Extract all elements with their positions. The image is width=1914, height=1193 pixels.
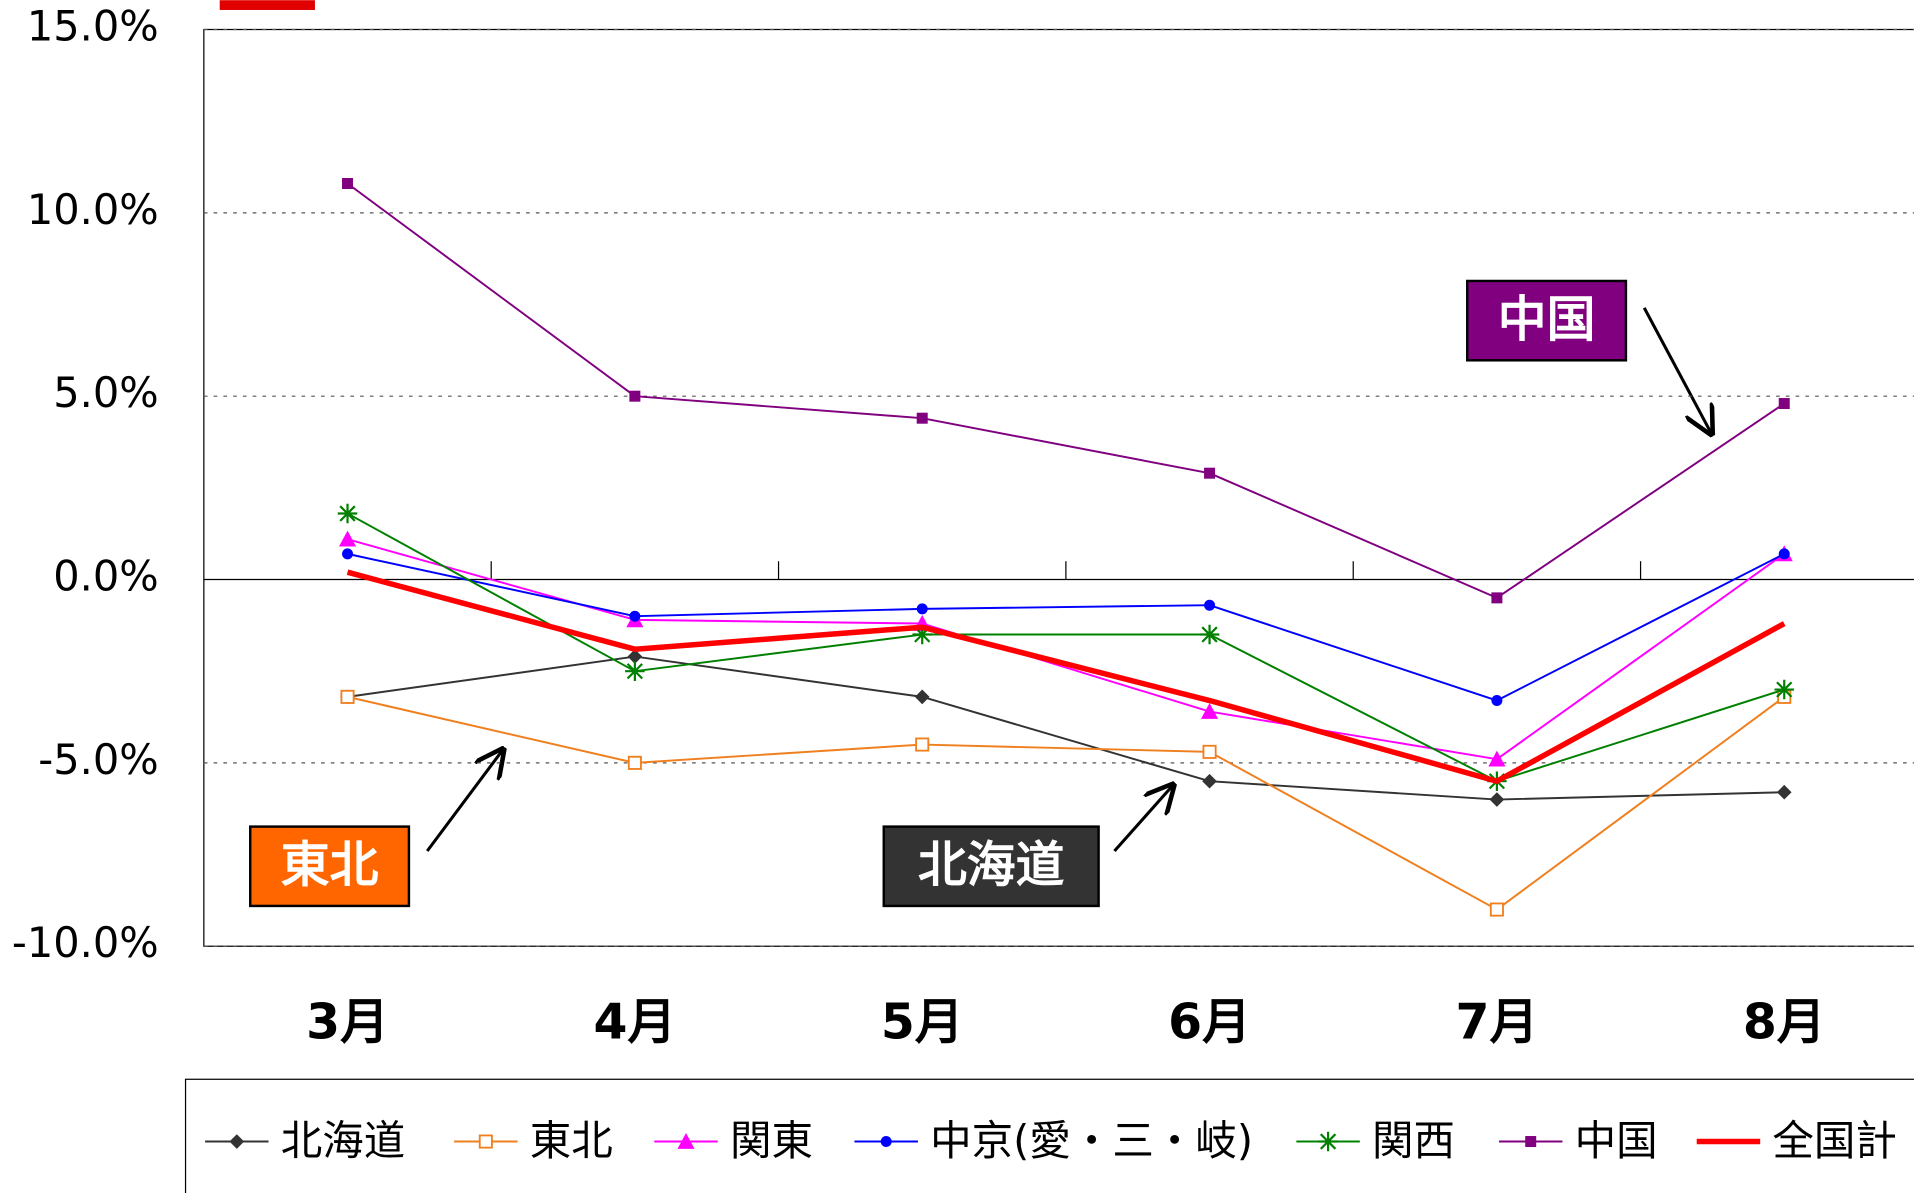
annotation-text: 北海道 xyxy=(918,837,1065,894)
plot xyxy=(203,28,1914,947)
marker xyxy=(1778,548,1790,560)
x-tick-label: 8月 xyxy=(1743,994,1826,1051)
marker xyxy=(916,603,928,615)
legend-label: 関東 xyxy=(730,1116,813,1165)
x-tick-label: 7月 xyxy=(1456,994,1539,1051)
marker xyxy=(627,649,643,664)
y-tick-label: 5.0% xyxy=(53,368,158,417)
annotation-box xyxy=(1466,279,1628,362)
legend-label: 全国計 xyxy=(1772,1116,1897,1165)
marker xyxy=(880,1136,892,1148)
marker xyxy=(915,737,930,752)
marker xyxy=(627,755,642,770)
marker xyxy=(677,1132,695,1149)
marker xyxy=(1201,702,1219,719)
marker xyxy=(1774,679,1795,700)
arrow xyxy=(1113,785,1173,853)
marker xyxy=(1318,1131,1338,1152)
marker xyxy=(629,610,641,622)
y-tick-label: -10.0% xyxy=(12,918,159,967)
x-tick-label: 6月 xyxy=(1168,994,1251,1051)
x-tick-label: 3月 xyxy=(306,994,389,1051)
marker xyxy=(342,548,354,560)
series-line xyxy=(347,512,1785,783)
annotation-text: 中国 xyxy=(1498,291,1596,348)
marker xyxy=(342,178,354,190)
marker xyxy=(1491,695,1503,707)
series-line xyxy=(347,552,1785,702)
marker xyxy=(916,412,928,424)
marker xyxy=(1489,902,1504,917)
annotation-box xyxy=(249,825,411,908)
marker xyxy=(629,390,641,402)
marker xyxy=(912,624,932,645)
marker xyxy=(1491,592,1503,604)
annotation-box xyxy=(882,825,1100,908)
y-tick-label: 0.0% xyxy=(53,552,158,601)
marker xyxy=(625,661,645,681)
marker xyxy=(1489,792,1505,807)
series-line xyxy=(347,695,1785,911)
plot-frame xyxy=(203,28,1914,947)
marker xyxy=(1202,773,1217,789)
legend-label: 中国 xyxy=(1575,1116,1658,1165)
marker xyxy=(1776,784,1792,800)
decor xyxy=(219,0,315,10)
arrow xyxy=(1642,307,1711,434)
series-line xyxy=(346,182,1785,599)
marker xyxy=(340,689,355,704)
marker xyxy=(1525,1136,1537,1148)
legend-label: 北海道 xyxy=(281,1116,406,1165)
marker xyxy=(337,503,358,524)
marker xyxy=(229,1134,245,1149)
marker xyxy=(1204,467,1216,479)
marker xyxy=(1778,398,1790,410)
marker xyxy=(1488,750,1506,767)
series-line xyxy=(347,655,1785,801)
y-tick-label: 15.0% xyxy=(27,2,159,51)
y-tick-label: -5.0% xyxy=(38,735,158,784)
x-tick-label: 5月 xyxy=(881,994,964,1051)
series-line xyxy=(346,569,1786,784)
marker xyxy=(1202,744,1217,759)
marker xyxy=(478,1134,493,1149)
legend-frame xyxy=(184,1078,1914,1193)
x-tick-label: 4月 xyxy=(593,994,676,1051)
marker xyxy=(914,689,930,705)
legend-label: 東北 xyxy=(530,1116,613,1165)
legend-label: 関西 xyxy=(1372,1116,1455,1165)
arrow xyxy=(426,750,503,852)
marker xyxy=(1199,624,1220,645)
legend-label: 中京(愛・三・岐) xyxy=(930,1116,1253,1165)
marker xyxy=(338,530,357,547)
annotation-text: 東北 xyxy=(281,837,379,894)
y-tick-label: 10.0% xyxy=(27,185,159,234)
marker xyxy=(1204,599,1216,611)
